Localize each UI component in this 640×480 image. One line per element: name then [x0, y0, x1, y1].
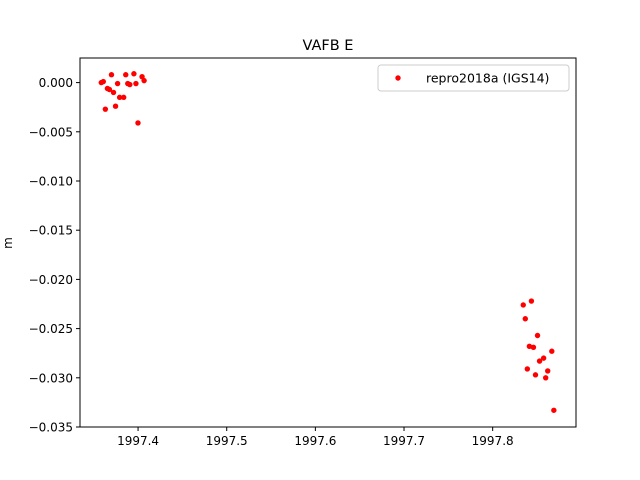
data-point — [106, 86, 113, 93]
legend-box — [377, 64, 570, 92]
data-point — [135, 120, 141, 126]
data-point — [536, 358, 543, 364]
data-point — [532, 372, 539, 378]
y-tick-label: −0.005 — [29, 125, 73, 139]
x-tick-label: 1997.8 — [472, 434, 514, 448]
data-point — [528, 298, 535, 304]
y-axis-label: m — [1, 237, 15, 249]
data-point — [545, 368, 551, 374]
data-point — [542, 375, 549, 381]
data-point — [123, 72, 129, 78]
data-point — [108, 72, 115, 78]
y-tick-label: −0.020 — [29, 273, 73, 287]
data-point — [100, 78, 107, 85]
data-point — [522, 316, 528, 322]
y-tick-label: −0.015 — [29, 224, 73, 238]
data-point — [530, 344, 537, 350]
legend: repro2018a (IGS14) — [377, 64, 570, 92]
x-tick-label: 1997.7 — [383, 434, 425, 448]
data-point — [526, 343, 533, 350]
legend-label: repro2018a (IGS14) — [426, 71, 549, 86]
data-point — [114, 80, 121, 87]
data-point — [121, 94, 127, 101]
data-series — [98, 71, 557, 413]
data-point — [110, 89, 117, 96]
x-tick-label: 1997.4 — [117, 434, 159, 448]
data-point — [116, 94, 123, 101]
data-point — [102, 106, 109, 112]
axes-frame — [79, 57, 577, 428]
data-point — [540, 355, 547, 361]
data-point — [141, 77, 147, 84]
legend-marker — [395, 75, 401, 81]
y-tick-label: −0.035 — [29, 421, 73, 435]
y-tick-label: −0.030 — [29, 371, 73, 385]
data-point — [520, 302, 526, 308]
y-tick-label: 0.000 — [39, 76, 73, 90]
data-point — [524, 366, 531, 372]
data-point — [112, 103, 119, 109]
data-point — [133, 80, 139, 87]
data-point — [131, 71, 137, 77]
data-point — [551, 407, 557, 413]
data-point — [534, 332, 541, 339]
data-point — [127, 81, 133, 88]
x-tick-label: 1997.6 — [294, 434, 336, 448]
data-point — [549, 348, 555, 354]
x-axis: 1997.4 1997.5 1997.6 1997.7 1997.8 — [117, 427, 514, 448]
y-tick-label: −0.010 — [29, 175, 73, 189]
y-tick-label: −0.025 — [29, 322, 73, 336]
x-tick-label: 1997.5 — [206, 434, 248, 448]
y-axis: 0.000 −0.005 −0.010 −0.015 −0.020 −0.025 −0.03… — [29, 76, 80, 435]
chart-title: VAFB E — [303, 38, 354, 54]
